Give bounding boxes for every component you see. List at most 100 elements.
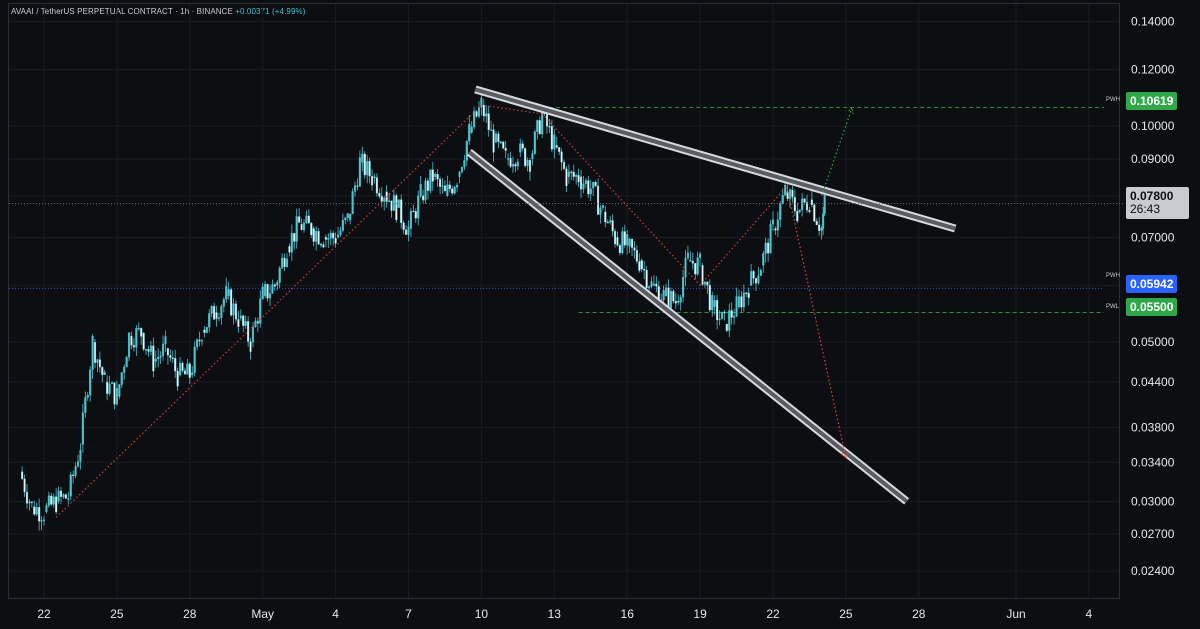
y-tick-label: 0.04400	[1131, 375, 1175, 389]
candle-body	[589, 188, 592, 195]
x-tick-label: 25	[839, 607, 853, 621]
y-tick-label: 0.03800	[1131, 421, 1175, 435]
candle-body	[776, 219, 779, 231]
candle-body	[135, 328, 138, 348]
candle-body	[536, 120, 539, 132]
candle-body	[55, 496, 58, 513]
projection-line	[821, 107, 853, 196]
candle-body	[45, 505, 48, 513]
candle-body	[188, 363, 191, 378]
candle-body	[390, 200, 393, 211]
candle-body	[327, 238, 330, 240]
candle-body	[339, 230, 342, 235]
candle-body	[652, 283, 655, 286]
symbol-line: AVAAI / TetherUS PERPETUAL CONTRACT · 1h…	[11, 7, 233, 16]
candle-body	[315, 231, 318, 242]
candle-body	[69, 474, 72, 497]
candle-body	[507, 158, 510, 160]
candle-body	[582, 183, 585, 190]
candle-body	[319, 244, 323, 246]
candle-body	[720, 311, 724, 320]
candle-body	[361, 153, 364, 163]
candle-body	[448, 184, 451, 190]
candle-body	[759, 270, 762, 276]
candle-body	[601, 205, 604, 208]
candle-body	[30, 501, 33, 503]
pwh-level-label: PWH	[1106, 97, 1120, 103]
candle-body	[754, 278, 758, 284]
candle-body	[730, 310, 733, 318]
candle-body	[198, 339, 201, 342]
candle-body	[422, 195, 425, 201]
candle-body	[234, 303, 238, 320]
candle-body	[400, 199, 403, 224]
candle-body	[769, 223, 772, 254]
y-tick-label: 0.14000	[1131, 14, 1175, 28]
candle-body	[490, 129, 493, 131]
candle-body	[169, 355, 172, 358]
x-tick-label: 13	[548, 607, 562, 621]
candle-body	[81, 412, 84, 445]
candle-body	[426, 180, 429, 191]
x-tick-label: 4	[332, 607, 339, 621]
candle-body	[145, 349, 148, 351]
chart-pane[interactable]	[8, 3, 1120, 599]
current-price-value: 0.07800	[1130, 189, 1174, 203]
candle-body	[570, 171, 573, 173]
candle-body	[623, 231, 626, 246]
candle-body	[473, 111, 476, 128]
y-tick-label: 0.03000	[1131, 494, 1175, 508]
candle-body	[499, 141, 502, 143]
candle-body	[137, 328, 140, 330]
candle-body	[336, 234, 340, 238]
candle-body	[96, 359, 99, 363]
candle-body	[249, 341, 252, 352]
y-tick-label: 0.12000	[1131, 62, 1175, 76]
candle-body	[285, 258, 289, 268]
candle-body	[606, 221, 609, 224]
candle-body	[436, 174, 439, 180]
candle-body	[669, 291, 672, 309]
current-price-tag: 0.07800 26:43	[1126, 187, 1189, 219]
candle-body	[346, 213, 349, 218]
x-tick-label: 22	[766, 607, 780, 621]
candle-body	[259, 298, 262, 324]
candle-body	[502, 141, 505, 149]
candle-body	[281, 257, 284, 269]
candle-body	[788, 189, 792, 199]
candle-body	[631, 238, 634, 248]
candle-body	[251, 326, 255, 343]
candle-body	[329, 232, 332, 239]
y-tick-label: 0.07000	[1131, 230, 1175, 244]
candle-body	[351, 191, 354, 215]
candle-body	[577, 175, 580, 183]
wedge-trendline-inner	[474, 87, 956, 231]
candle-body	[59, 490, 63, 497]
candle-body	[594, 182, 597, 187]
candle-body	[89, 369, 92, 396]
candle-body	[750, 271, 753, 286]
candle-body	[174, 358, 177, 372]
candle-body	[477, 107, 481, 117]
candle-body	[42, 519, 46, 521]
candle-body	[247, 321, 250, 342]
candle-body	[711, 294, 714, 311]
candle-body	[290, 233, 293, 253]
candle-body	[645, 269, 648, 289]
candle-body	[203, 329, 206, 333]
candle-body	[23, 478, 26, 493]
candle-body	[701, 265, 704, 285]
candle-body	[300, 224, 303, 231]
candle-body	[366, 160, 369, 176]
candle-body	[261, 286, 264, 300]
candle-body	[784, 184, 787, 196]
candle-body	[439, 179, 442, 187]
candle-body	[103, 372, 106, 375]
candle-body	[152, 345, 155, 372]
x-tick-label: 4	[1086, 607, 1093, 621]
pwl-level-label: PWL	[1106, 304, 1120, 310]
path-guide-line	[541, 113, 701, 286]
candle-body	[64, 494, 67, 499]
